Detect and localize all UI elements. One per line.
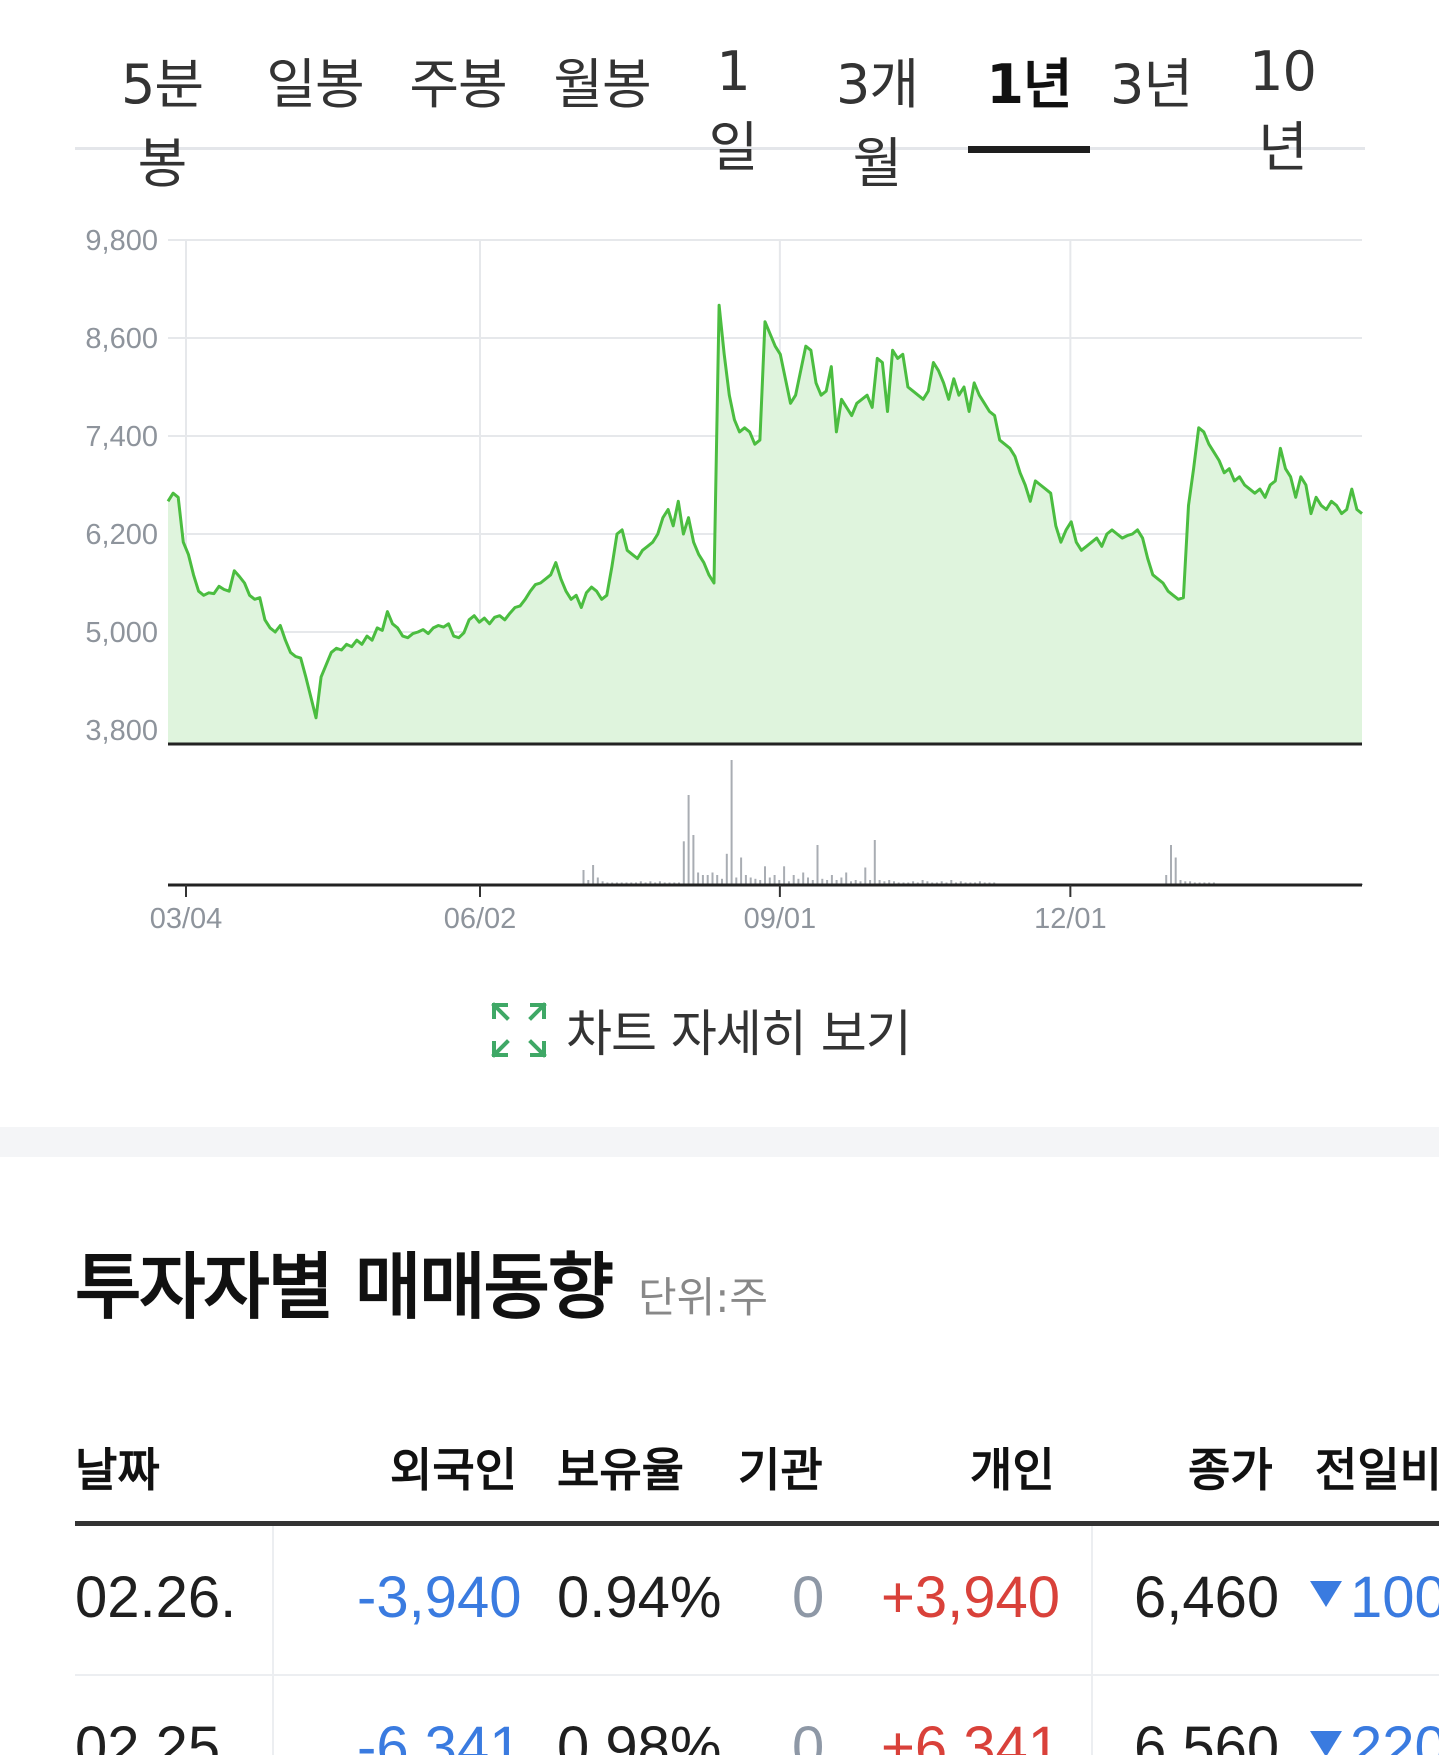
column-divider xyxy=(272,1676,274,1755)
tab-label: 1일 xyxy=(708,40,759,179)
section-divider xyxy=(0,1127,1439,1157)
cell-change: 100 xyxy=(1310,1564,1439,1631)
trend-table: 날짜 외국인 보유율 기관 개인 종가 전일비 02.26. -3,940 0.… xyxy=(75,1420,1439,1755)
tab-label: 10년 xyxy=(1249,40,1317,179)
cell-individual: +6,341 xyxy=(881,1715,1061,1755)
tab-1day[interactable]: 1일 xyxy=(693,40,773,179)
trend-title: 투자자별 매매동향 xyxy=(75,1245,614,1329)
tab-1year[interactable]: 1년 xyxy=(968,40,1090,153)
y-tick-label: 9,800 xyxy=(85,225,158,257)
x-tick-label: 06/02 xyxy=(444,903,517,935)
tab-10year[interactable]: 10년 xyxy=(1225,40,1340,179)
trend-unit: 단위:주 xyxy=(638,1273,769,1322)
column-divider xyxy=(1091,1676,1093,1755)
x-tick-label: 12/01 xyxy=(1034,903,1107,935)
chart-detail-link[interactable]: 차트 자세히 보기 xyxy=(490,995,912,1065)
y-axis-ticks: 9,800 8,600 7,400 6,200 5,000 3,800 xyxy=(85,225,158,747)
cell-date: 02.26. xyxy=(75,1565,237,1630)
tab-weekly[interactable]: 주봉 xyxy=(408,40,508,150)
y-tick-label: 3,800 xyxy=(85,715,158,747)
chart-detail-label: 차트 자세히 보기 xyxy=(566,1005,912,1063)
tab-3year[interactable]: 3년 xyxy=(1105,40,1197,150)
cell-ratio: 0.94% xyxy=(557,1565,722,1630)
cell-institution: 0 xyxy=(792,1565,825,1630)
down-arrow-icon xyxy=(1310,1731,1342,1755)
y-tick-label: 8,600 xyxy=(85,323,158,355)
cell-institution: 0 xyxy=(792,1715,825,1755)
tab-monthly[interactable]: 월봉 xyxy=(552,40,652,150)
table-row[interactable]: 02.25. -6,341 0.98% 0 +6,341 6,560 220 xyxy=(75,1676,1439,1755)
tab-label: 주봉 xyxy=(409,53,507,116)
down-arrow-icon xyxy=(1310,1581,1342,1607)
cell-individual: +3,940 xyxy=(881,1565,1061,1630)
header-change: 전일비 xyxy=(1315,1443,1439,1497)
cell-change-value: 100 xyxy=(1350,1565,1439,1630)
tab-daily[interactable]: 일봉 xyxy=(265,40,365,150)
tab-label: 3개월 xyxy=(835,53,919,195)
y-tick-label: 7,400 xyxy=(85,421,158,453)
cell-close: 6,560 xyxy=(1134,1715,1280,1755)
y-tick-label: 6,200 xyxy=(85,519,158,551)
tab-label: 월봉 xyxy=(553,53,651,116)
x-axis-ticks: 03/04 06/02 09/01 12/01 xyxy=(150,885,1107,935)
tab-label: 1년 xyxy=(986,53,1072,116)
table-row[interactable]: 02.26. -3,940 0.94% 0 +3,940 6,460 100 xyxy=(75,1526,1439,1676)
tab-5min[interactable]: 5분봉 xyxy=(97,40,227,195)
header-date: 날짜 xyxy=(75,1443,160,1497)
cell-close: 6,460 xyxy=(1134,1565,1280,1630)
volume-bars xyxy=(582,760,1363,885)
table-header: 날짜 외국인 보유율 기관 개인 종가 전일비 xyxy=(75,1420,1439,1526)
x-tick-label: 03/04 xyxy=(150,903,223,935)
column-divider xyxy=(1091,1526,1093,1674)
cell-foreign: -3,940 xyxy=(357,1565,522,1630)
period-tabs: 5분봉 일봉 주봉 월봉 1일 3개월 1년 3년 10년 xyxy=(75,0,1365,195)
tab-label: 일봉 xyxy=(266,53,364,116)
cell-change: 220 xyxy=(1310,1714,1439,1755)
x-tick-label: 09/01 xyxy=(744,903,817,935)
column-divider xyxy=(272,1526,274,1674)
y-tick-label: 5,000 xyxy=(85,617,158,649)
cell-foreign: -6,341 xyxy=(357,1715,522,1755)
expand-icon xyxy=(491,1002,547,1058)
header-foreign: 외국인 xyxy=(390,1443,517,1497)
header-institution: 기관 xyxy=(738,1443,823,1497)
trend-section-header: 투자자별 매매동향 단위:주 xyxy=(75,1228,768,1333)
tab-label: 3년 xyxy=(1109,53,1193,116)
price-chart-svg: 9,800 8,600 7,400 6,200 5,000 3,800 03/04 06/0… xyxy=(85,225,1363,935)
cell-ratio: 0.98% xyxy=(557,1715,722,1755)
header-individual: 개인 xyxy=(970,1443,1055,1497)
price-chart[interactable]: 9,800 8,600 7,400 6,200 5,000 3,800 03/04 06/0… xyxy=(0,160,1439,960)
cell-change-value: 220 xyxy=(1350,1715,1439,1755)
header-ratio: 보유율 xyxy=(557,1443,684,1497)
price-area xyxy=(168,305,1362,744)
header-close: 종가 xyxy=(1188,1443,1273,1497)
tab-label: 5분봉 xyxy=(120,53,204,195)
price-line xyxy=(166,303,1363,720)
cell-date: 02.25. xyxy=(75,1715,237,1755)
tab-3month[interactable]: 3개월 xyxy=(812,40,942,195)
